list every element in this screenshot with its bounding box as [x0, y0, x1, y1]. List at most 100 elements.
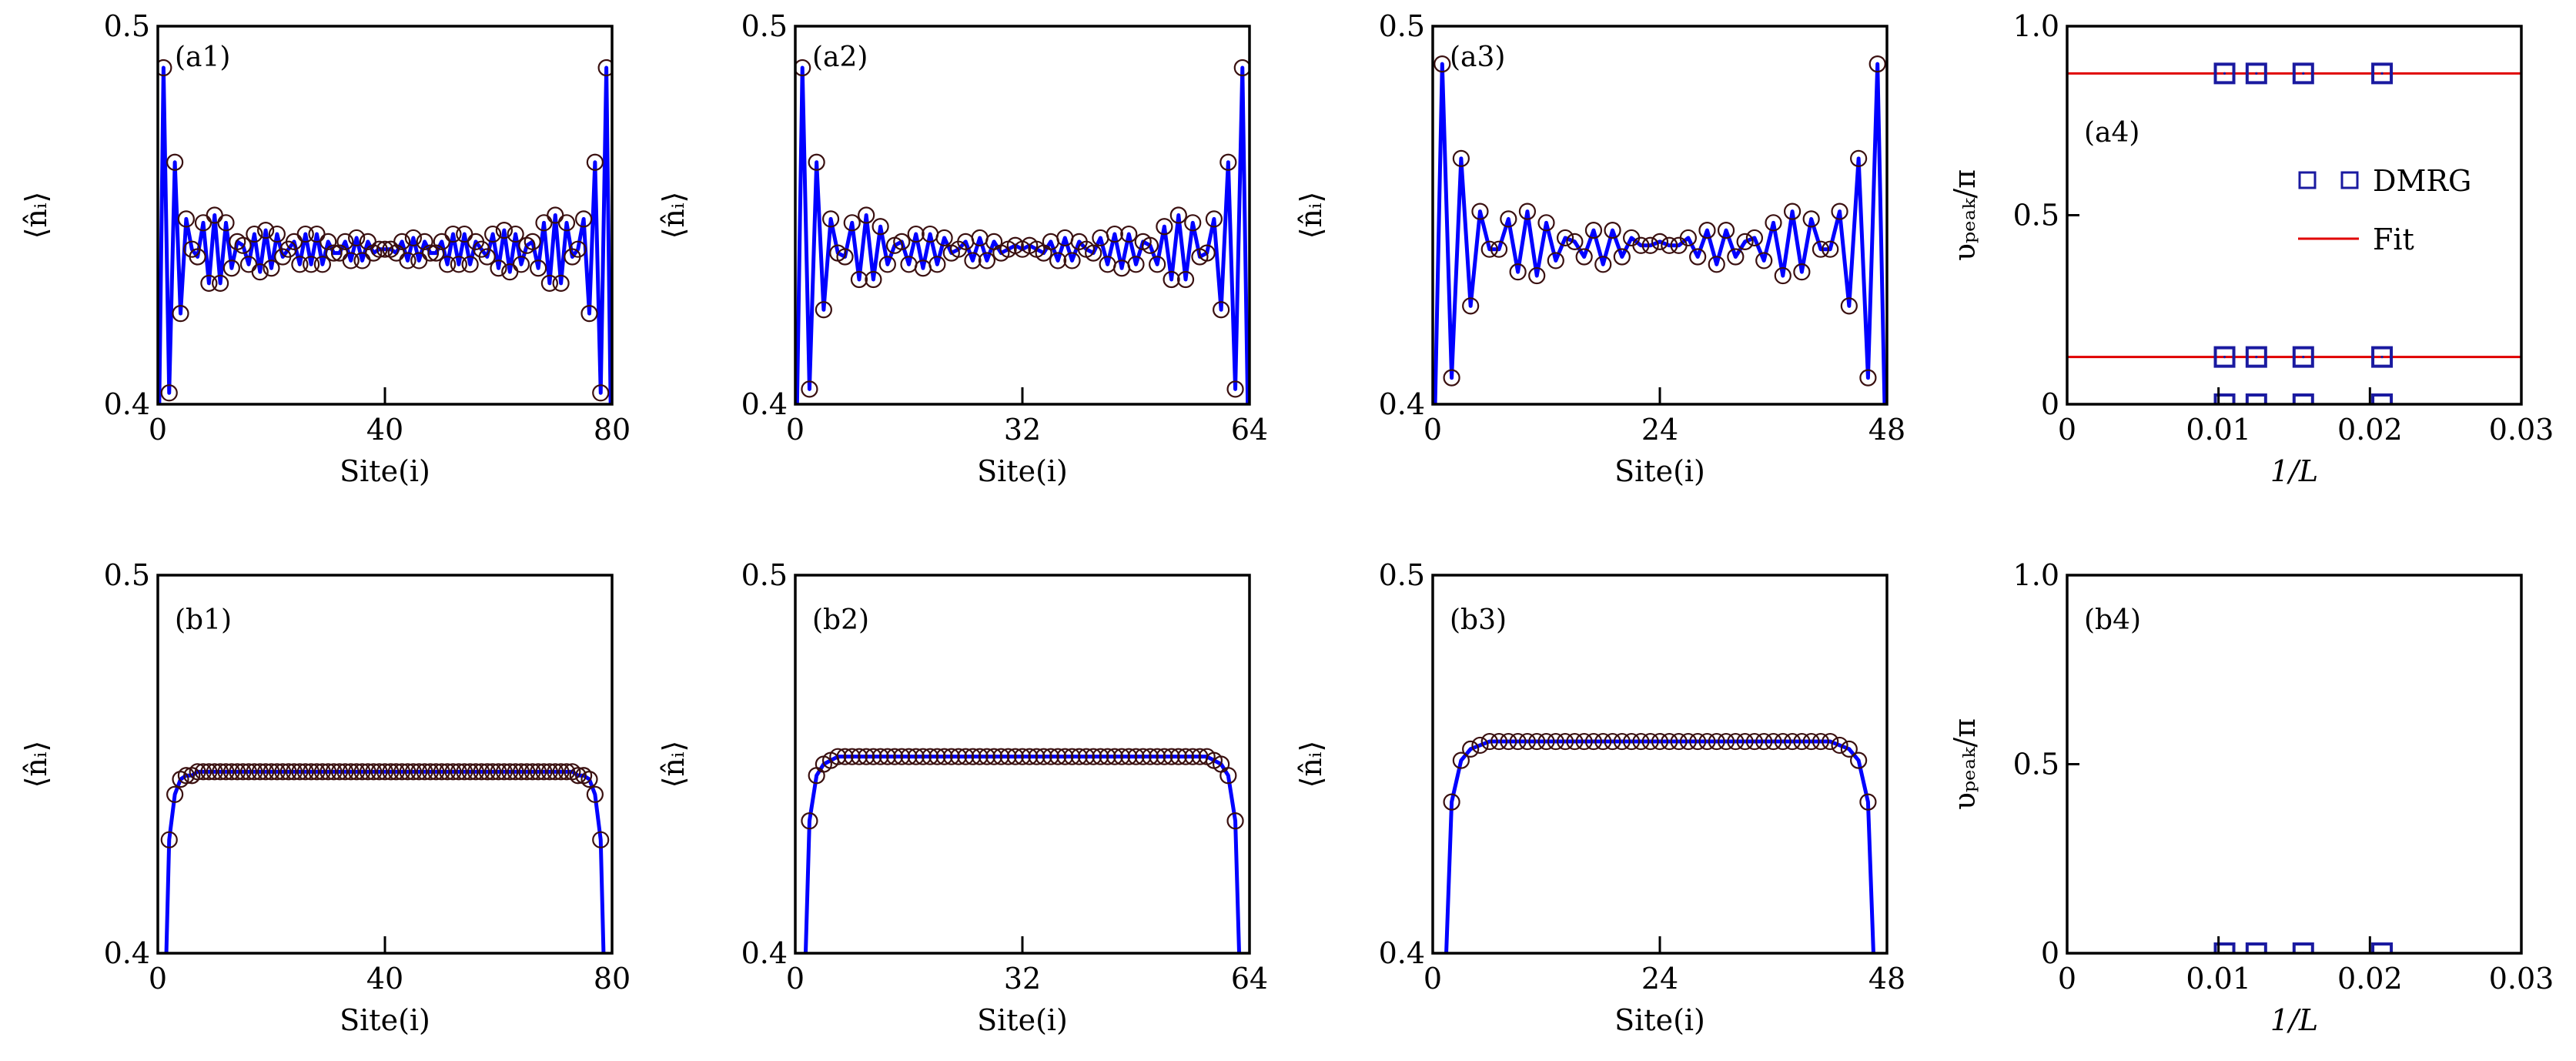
data-point: [1868, 55, 1886, 73]
data-point: [1623, 732, 1641, 751]
data-point: [246, 225, 263, 243]
x-tick-label: 32: [1004, 413, 1041, 447]
data-point: [1176, 748, 1195, 765]
panel-a2: (a2) 0 32 64 0.4 0.5 Site(i) ⟨n̂ᵢ⟩: [657, 9, 1268, 488]
data-point: [1736, 732, 1754, 751]
data-point: [166, 785, 184, 803]
x-tick-label: 0: [2058, 413, 2076, 447]
y-tick-label: 1.0: [2013, 9, 2059, 43]
data-point: [1184, 748, 1202, 765]
data-point: [524, 763, 541, 781]
data-square: [2213, 346, 2236, 368]
data-point: [1689, 248, 1707, 266]
data-point: [795, 59, 811, 77]
data-point: [325, 244, 343, 262]
data-point: [461, 763, 479, 781]
data-point: [1149, 256, 1166, 273]
data-point: [1141, 236, 1159, 254]
data-point: [1205, 210, 1223, 228]
data-point: [1594, 256, 1612, 273]
data-point: [1112, 748, 1131, 765]
data-point: [387, 763, 405, 781]
data-point: [1745, 229, 1764, 247]
data-point: [1141, 748, 1159, 765]
data-point: [478, 248, 496, 266]
data-point: [229, 763, 246, 781]
data-point: [540, 274, 558, 292]
data-point: [263, 259, 280, 277]
data-point: [1822, 240, 1839, 258]
data-square: [2245, 346, 2267, 368]
y-tick-label: 0.4: [1379, 387, 1425, 421]
data-point: [353, 763, 371, 781]
data-point: [1063, 252, 1081, 269]
data-point: [865, 748, 882, 765]
data-point: [569, 240, 587, 258]
data-point: [1708, 732, 1725, 751]
data-point: [1556, 732, 1574, 751]
data-point: [325, 763, 343, 781]
data-point: [303, 763, 320, 781]
data-square: [2371, 62, 2394, 85]
data-point: [836, 748, 854, 765]
data-point: [427, 763, 445, 781]
data-point: [580, 305, 598, 323]
x-axis-label: Site(i): [340, 454, 430, 488]
x-tick-label: 64: [1231, 962, 1268, 996]
data-point: [592, 384, 610, 402]
data-point: [1831, 202, 1848, 220]
data-point: [1120, 225, 1138, 243]
data-point: [1755, 252, 1773, 269]
data-point: [1184, 214, 1202, 232]
x-tick-label: 0.03: [2489, 413, 2554, 447]
data-point: [1698, 732, 1716, 751]
data-point: [1566, 233, 1584, 250]
data-point: [410, 763, 428, 781]
panel-label: (a4): [2084, 117, 2139, 149]
data-point: [268, 225, 286, 243]
y-tick-label: 0.4: [104, 387, 150, 421]
data-point: [801, 380, 818, 398]
data-point: [1765, 732, 1782, 751]
panel-label: (b1): [175, 604, 232, 636]
data-point: [1698, 222, 1716, 239]
data-point: [1566, 732, 1584, 751]
data-point: [1604, 732, 1621, 751]
data-point: [1035, 748, 1052, 765]
data-point: [1163, 270, 1180, 289]
data-point: [557, 763, 576, 781]
x-tick-label: 0.02: [2337, 413, 2403, 447]
data-point: [439, 256, 457, 273]
data-square-dot: [2223, 356, 2226, 359]
x-tick-label: 0: [1423, 413, 1442, 447]
data-point: [1547, 252, 1564, 269]
data-point: [393, 763, 411, 781]
data-point: [1859, 369, 1877, 387]
plot-frame: [794, 25, 1251, 406]
data-point: [212, 274, 229, 292]
data-point: [484, 225, 502, 243]
data-point: [279, 763, 297, 781]
data-point: [1831, 736, 1848, 755]
data-square-dot: [2302, 72, 2305, 75]
data-point: [586, 153, 604, 171]
data-point: [1632, 236, 1650, 254]
data-point: [893, 748, 911, 765]
data-point: [512, 256, 530, 273]
data-square-dot: [2380, 356, 2384, 359]
data-point: [1106, 748, 1123, 765]
data-point: [808, 153, 825, 171]
data-point: [829, 748, 847, 765]
data-point: [490, 259, 507, 277]
data-point: [1021, 748, 1039, 765]
data-point: [518, 763, 536, 781]
data-point: [1219, 153, 1237, 171]
data-point: [1584, 222, 1603, 239]
data-point: [484, 763, 502, 781]
legend-square-icon: [2340, 171, 2359, 189]
data-point: [815, 301, 832, 319]
data-point: [200, 274, 218, 292]
series-line: [158, 65, 612, 404]
y-tick-label: 0.5: [1379, 9, 1425, 43]
data-point: [427, 244, 445, 262]
